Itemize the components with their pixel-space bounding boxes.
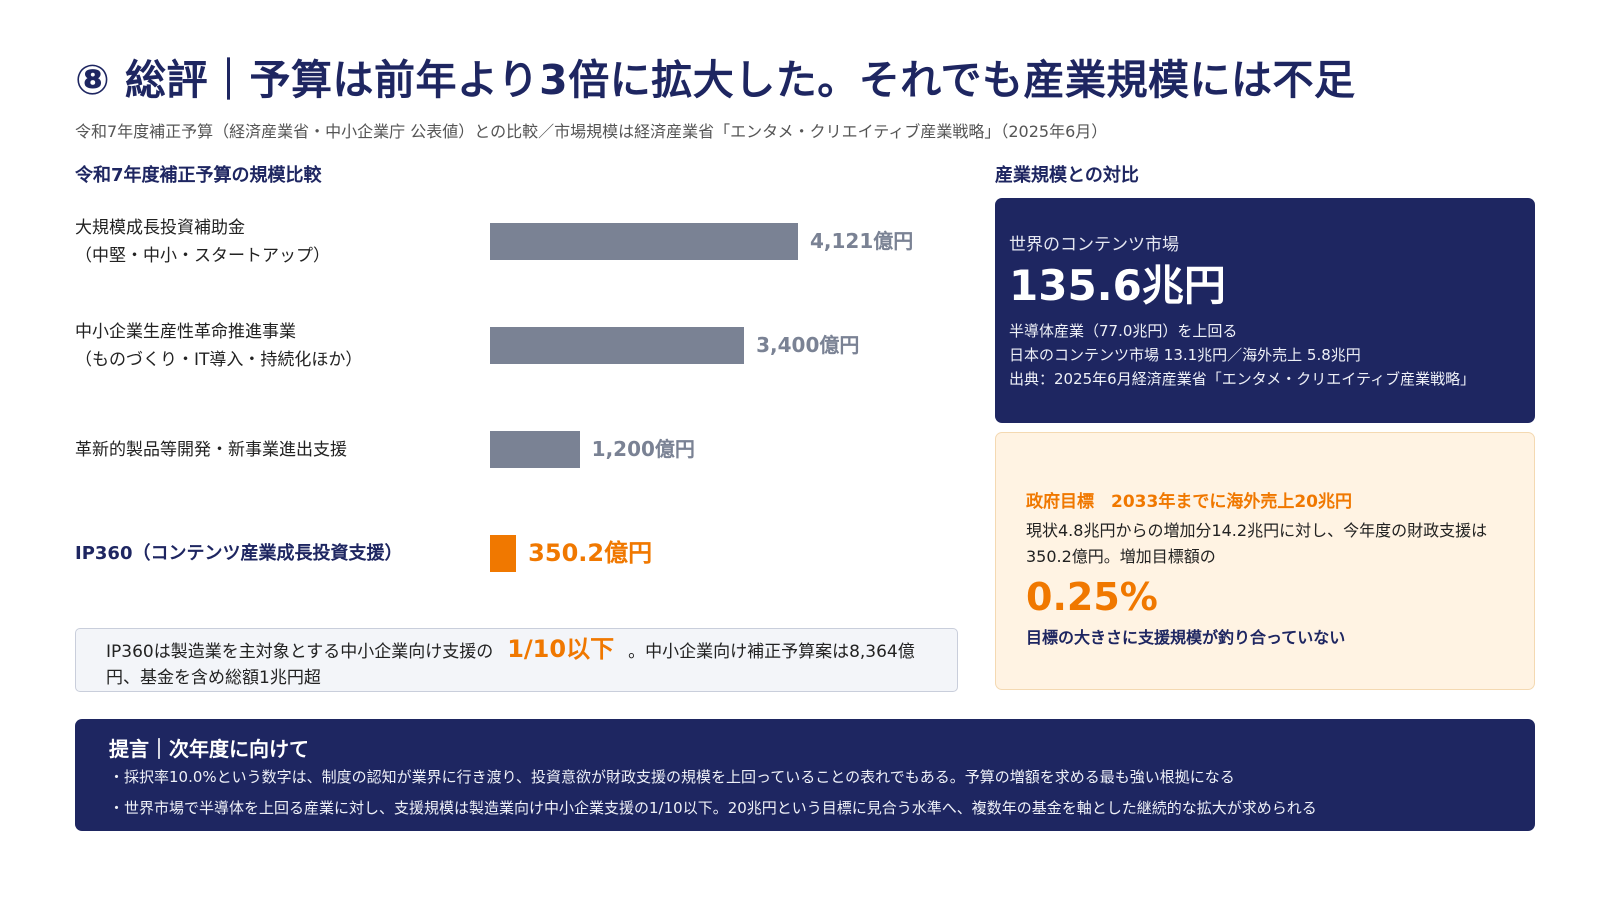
page-title: ⑧ 総評｜予算は前年より3倍に拡大した。それでも産業規模には不足 (75, 56, 1356, 104)
bar-category-label: IP360（コンテンツ産業成長投資支援） (75, 540, 402, 568)
bar-category-label-line: 中小企業生産性革命推進事業 (75, 321, 296, 342)
market-source: 出典：2025年6月経済産業省「エンタメ・クリエイティブ産業戦略」 (1009, 370, 1476, 388)
proposal-item: ・世界市場で半導体を上回る産業に対し、支援規模は製造業向け中小企業支援の1/10… (109, 799, 1317, 817)
section-heading-industry-scale: 産業規模との対比 (995, 165, 1139, 186)
section-heading-budget-comparison: 令和7年度補正予算の規模比較 (75, 165, 322, 186)
proposal-panel: 提言｜次年度に向けて ・採択率10.0%という数字は、制度の認知が業界に行き渡り… (75, 719, 1535, 831)
bar-value-label: 4,121億円 (810, 229, 914, 253)
bar (490, 223, 798, 260)
bar-category-label: 大規模成長投資補助金 （中堅・中小・スタートアップ） (75, 214, 330, 270)
bar-value-label: 3,400億円 (756, 333, 860, 357)
proposal-item: ・採択率10.0%という数字は、制度の認知が業界に行き渡り、投資意欲が財政支援の… (109, 768, 1235, 786)
bar-category-label-line: （ものづくり・IT導入・持続化ほか） (75, 349, 363, 370)
target-title: 政府目標 2033年までに海外売上20兆円 (1026, 492, 1352, 512)
proposal-title: 提言｜次年度に向けて (109, 737, 309, 761)
page-subtitle: 令和7年度補正予算（経済産業省・中小企業庁 公表値）との比較／市場規模は経済産業… (75, 122, 1108, 141)
government-target-card: 政府目標 2033年までに海外売上20兆円 現状4.8兆円からの増加分14.2兆… (995, 432, 1535, 690)
market-line: 日本のコンテンツ市場 13.1兆円／海外売上 5.8兆円 (1009, 346, 1361, 364)
bar-category-label: 革新的製品等開発・新事業進出支援 (75, 436, 347, 464)
bar-category-label-line: （中堅・中小・スタートアップ） (75, 245, 330, 266)
market-label: 世界のコンテンツ市場 (1009, 235, 1179, 255)
bar-value-label: 1,200億円 (591, 437, 695, 461)
bar-category-label-line: 大規模成長投資補助金 (75, 217, 245, 238)
note-emphasis: 1/10以下 (507, 635, 615, 663)
bar (490, 431, 580, 468)
note-text-after: 。中小企業向け補正予算案は8,364億円、基金を含め総額1兆円超 (106, 642, 915, 688)
target-footer: 目標の大きさに支援規模が釣り合っていない (1026, 628, 1346, 647)
target-description: 現状4.8兆円からの増加分14.2兆円に対し、今年度の財政支援は350.2億円。… (1026, 521, 1488, 566)
note-text-before: IP360は製造業を主対象とする中小企業向け支援の (106, 642, 494, 662)
bar-category-label: 中小企業生産性革命推進事業 （ものづくり・IT導入・持続化ほか） (75, 318, 362, 374)
target-ratio: 0.25% (1026, 575, 1158, 619)
budget-bar-chart: 大規模成長投資補助金 （中堅・中小・スタートアップ） 4,121億円中小企業生産性革… (75, 200, 965, 590)
bar (490, 535, 517, 572)
market-value: 135.6兆円 (1009, 261, 1226, 310)
bar (490, 327, 745, 364)
market-line: 半導体産業（77.0兆円）を上回る (1009, 322, 1238, 340)
comparison-note: IP360は製造業を主対象とする中小企業向け支援の 1/10以下 。中小企業向け補正… (75, 628, 958, 692)
bar-category-label-line: IP360（コンテンツ産業成長投資支援） (75, 542, 403, 564)
global-market-card: 世界のコンテンツ市場 135.6兆円 半導体産業（77.0兆円）を上回る 日本の… (995, 198, 1535, 423)
bar-category-label-line: 革新的製品等開発・新事業進出支援 (75, 439, 347, 460)
bar-value-label: 350.2億円 (528, 539, 653, 567)
